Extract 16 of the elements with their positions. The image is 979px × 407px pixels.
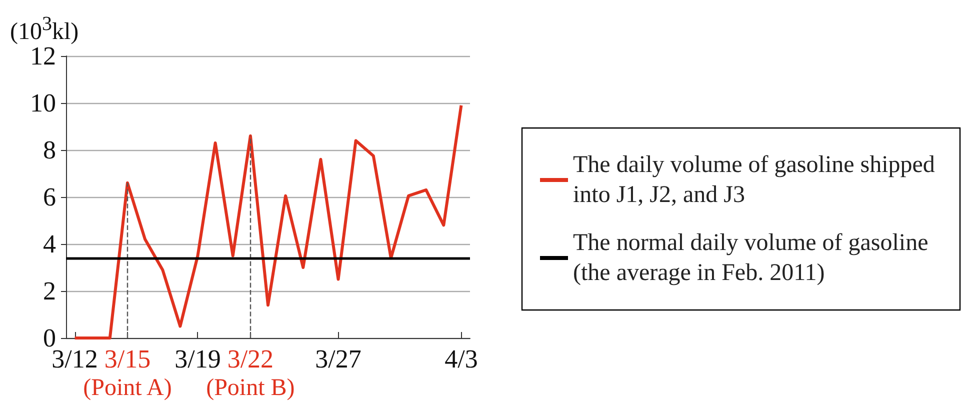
legend-label: The daily volume of gasoline shipped into J1, J2, and J3 — [573, 152, 941, 208]
x-tick-label: 3/22 — [227, 344, 274, 374]
line-series — [73, 104, 463, 340]
ref-line-label: The normal daily volume of gasoline (the average in Feb. 2011) — [573, 230, 934, 286]
y-tick-label: 6 — [43, 182, 56, 212]
text: (Point B) — [206, 375, 295, 401]
y-tick-label: 2 — [43, 276, 56, 306]
y-tick-label: 8 — [43, 136, 56, 164]
x-tick-label: 4/3 — [444, 344, 478, 374]
x-tick-label: 3/19 — [174, 344, 221, 374]
y-tick-label: 4 — [43, 230, 56, 258]
x-tick-label: 3/27 — [315, 344, 362, 374]
text: (Point A) — [83, 375, 172, 401]
x-tick-label: 3/15 — [104, 344, 151, 374]
x-tick-label: 3/12 — [52, 344, 98, 374]
y-tick-label: 10 — [30, 88, 56, 118]
